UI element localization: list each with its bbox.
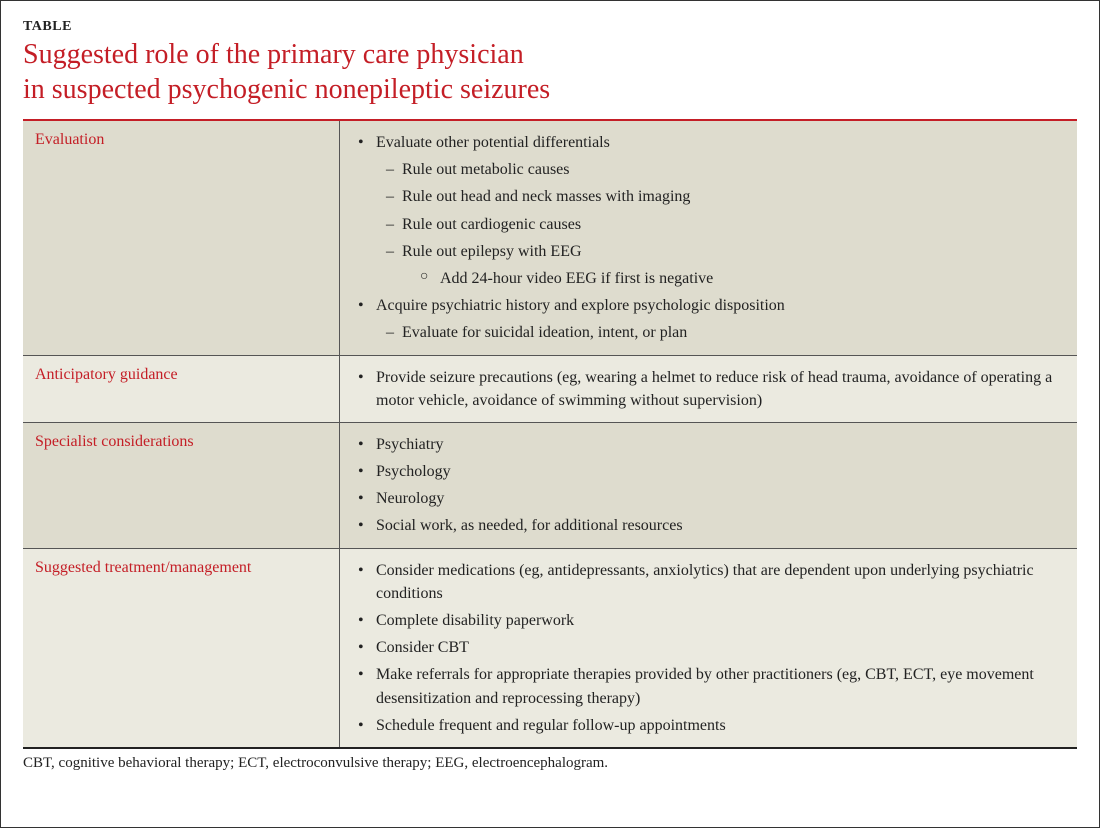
list-item: •Consider CBT <box>358 634 1059 661</box>
table-row: Evaluation •Evaluate other potential dif… <box>23 121 1077 355</box>
list-item: •Provide seizure precautions (eg, wearin… <box>358 364 1059 414</box>
table-title: Suggested role of the primary care physi… <box>23 37 1077 107</box>
title-line-2: in suspected psychogenic nonepileptic se… <box>23 74 550 105</box>
row-content: •Consider medications (eg, antidepressan… <box>340 548 1078 748</box>
list-item: –Rule out head and neck masses with imag… <box>358 183 1059 210</box>
table-row: Anticipatory guidance •Provide seizure p… <box>23 355 1077 422</box>
row-label: Specialist considerations <box>23 422 340 548</box>
row-label: Evaluation <box>23 121 340 355</box>
row-content: •Evaluate other potential differentials … <box>340 121 1078 355</box>
table-label: TABLE <box>23 19 1077 35</box>
content-table: Evaluation •Evaluate other potential dif… <box>23 121 1077 749</box>
table-row: Specialist considerations •Psychiatry •P… <box>23 422 1077 548</box>
title-line-1: Suggested role of the primary care physi… <box>23 39 524 70</box>
bullet-text: Schedule frequent and regular follow-up … <box>376 714 1059 737</box>
list-item: –Rule out epilepsy with EEG <box>358 238 1059 265</box>
list-item: –Rule out metabolic causes <box>358 156 1059 183</box>
list-item: •Consider medications (eg, antidepressan… <box>358 557 1059 607</box>
list-item: ○Add 24-hour video EEG if first is negat… <box>358 265 1059 292</box>
row-content: •Psychiatry •Psychology •Neurology •Soci… <box>340 422 1078 548</box>
list-item: •Complete disability paperwork <box>358 607 1059 634</box>
bullet-text: Neurology <box>376 487 1059 510</box>
bullet-text: Complete disability paperwork <box>376 609 1059 632</box>
bullet-text: Rule out head and neck masses with imagi… <box>402 185 690 208</box>
bullet-text: Evaluate for suicidal ideation, intent, … <box>402 321 687 344</box>
footnote: CBT, cognitive behavioral therapy; ECT, … <box>23 749 1077 772</box>
bullet-text: Psychiatry <box>376 433 1059 456</box>
bullet-text: Consider medications (eg, antidepressant… <box>376 559 1059 605</box>
list-item: •Social work, as needed, for additional … <box>358 512 1059 539</box>
list-item: •Neurology <box>358 485 1059 512</box>
list-item: –Rule out cardiogenic causes <box>358 211 1059 238</box>
list-item: •Acquire psychiatric history and explore… <box>358 292 1059 319</box>
bullet-text: Psychology <box>376 460 1059 483</box>
table-container: TABLE Suggested role of the primary care… <box>0 0 1100 828</box>
bullet-text: Rule out epilepsy with EEG <box>402 240 582 263</box>
bullet-text: Rule out cardiogenic causes <box>402 213 581 236</box>
bullet-text: Acquire psychiatric history and explore … <box>376 294 1059 317</box>
list-item: •Psychology <box>358 458 1059 485</box>
bullet-text: Social work, as needed, for additional r… <box>376 514 1059 537</box>
list-item: •Make referrals for appropriate therapie… <box>358 661 1059 711</box>
bullet-text: Add 24-hour video EEG if first is negati… <box>440 267 713 290</box>
row-content: •Provide seizure precautions (eg, wearin… <box>340 355 1078 422</box>
bullet-text: Provide seizure precautions (eg, wearing… <box>376 366 1059 412</box>
row-label: Anticipatory guidance <box>23 355 340 422</box>
list-item: •Schedule frequent and regular follow-up… <box>358 712 1059 739</box>
bullet-text: Consider CBT <box>376 636 1059 659</box>
list-item: •Psychiatry <box>358 431 1059 458</box>
list-item: •Evaluate other potential differentials <box>358 129 1059 156</box>
table-row: Suggested treatment/management •Consider… <box>23 548 1077 748</box>
bullet-text: Rule out metabolic causes <box>402 158 570 181</box>
bullet-text: Evaluate other potential differentials <box>376 131 1059 154</box>
row-label: Suggested treatment/management <box>23 548 340 748</box>
list-item: –Evaluate for suicidal ideation, intent,… <box>358 319 1059 346</box>
bullet-text: Make referrals for appropriate therapies… <box>376 663 1059 709</box>
